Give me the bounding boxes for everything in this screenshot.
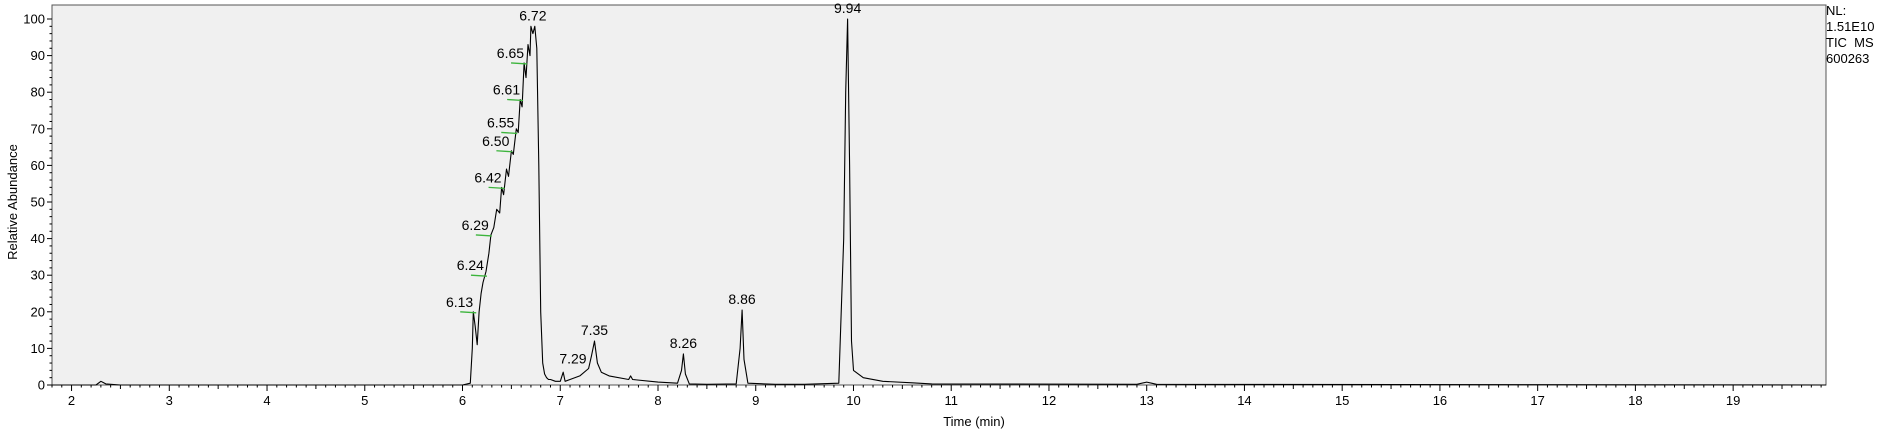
x-tick-label: 12	[1042, 393, 1056, 408]
x-axis: 2 3 4 5 6 7 8 9 10 11 12 13 14 15 16 17 18 19	[51, 385, 1822, 408]
y-axis: 0 10 20 30 40 50 60 70 80 90 100	[23, 12, 52, 393]
peak-label: 6.50	[482, 133, 509, 149]
y-tick-label: 30	[31, 268, 45, 283]
x-tick-label: 18	[1628, 393, 1642, 408]
x-tick-label: 14	[1237, 393, 1251, 408]
x-tick-label: 19	[1726, 393, 1740, 408]
x-tick-label: 5	[361, 393, 368, 408]
x-tick-label: 4	[263, 393, 270, 408]
y-tick-label: 70	[31, 121, 45, 136]
x-tick-label: 10	[846, 393, 860, 408]
x-tick-label: 7	[557, 393, 564, 408]
y-tick-label: 90	[31, 48, 45, 63]
y-tick-label: 20	[31, 304, 45, 319]
peak-marker	[496, 150, 513, 153]
x-tick-label: 11	[944, 393, 958, 408]
peak-label: 9.94	[834, 0, 861, 16]
sample-id: 600263	[1826, 51, 1870, 66]
peak-label: 6.55	[487, 114, 514, 130]
peak-label: 6.65	[497, 45, 524, 61]
peak-marker	[488, 186, 505, 190]
x-tick-label: 17	[1530, 393, 1544, 408]
peak-marker	[460, 311, 477, 314]
x-axis-title: Time (min)	[943, 414, 1005, 429]
x-tick-label: 8	[654, 393, 661, 408]
y-tick-label: 60	[31, 158, 45, 173]
x-tick-label: 15	[1335, 393, 1349, 408]
peak-label: 6.24	[457, 257, 484, 273]
nl-value: 1.51E10	[1826, 19, 1875, 34]
y-tick-label: 100	[23, 12, 45, 27]
x-tick-label: 9	[752, 393, 759, 408]
peak-label: 7.29	[559, 351, 586, 367]
peak-label: 6.42	[474, 169, 501, 185]
peak-marker	[501, 131, 518, 135]
y-axis-title: Relative Abundance	[5, 144, 20, 260]
peak-label: 6.13	[446, 294, 473, 310]
peak-label: 6.61	[493, 82, 520, 98]
peak-label: 7.35	[581, 322, 608, 338]
x-tick-label: 3	[166, 393, 173, 408]
y-tick-label: 50	[31, 195, 45, 210]
peak-marker	[507, 98, 524, 102]
y-tick-label: 0	[38, 378, 45, 393]
series	[52, 18, 1827, 386]
peak-marker	[470, 274, 488, 277]
peak-label: 6.29	[462, 217, 489, 233]
tic-trace	[52, 18, 1827, 386]
y-tick-label: 80	[31, 85, 45, 100]
plot-area	[51, 4, 1827, 386]
peak-annotations: 6.13 6.24 6.29 6.42 6.50 6.55 6.61 6.65 6.72 7.29…	[446, 0, 861, 367]
peak-label: 6.72	[519, 7, 546, 23]
peak-marker	[511, 62, 528, 65]
x-tick-label: 13	[1139, 393, 1153, 408]
peak-label: 8.26	[670, 335, 697, 351]
nl-label: NL:	[1826, 3, 1847, 18]
y-tick-label: 40	[31, 231, 45, 246]
peak-label: 8.86	[728, 291, 755, 307]
y-tick-label: 10	[31, 341, 45, 356]
x-tick-label: 2	[68, 393, 75, 408]
peak-marker	[475, 234, 492, 237]
trace-type: TIC MS	[1826, 35, 1874, 50]
x-tick-label: 16	[1433, 393, 1447, 408]
trace-info: NL: 1.51E10 TIC MS 600263	[1826, 3, 1874, 67]
x-tick-label: 6	[459, 393, 466, 408]
